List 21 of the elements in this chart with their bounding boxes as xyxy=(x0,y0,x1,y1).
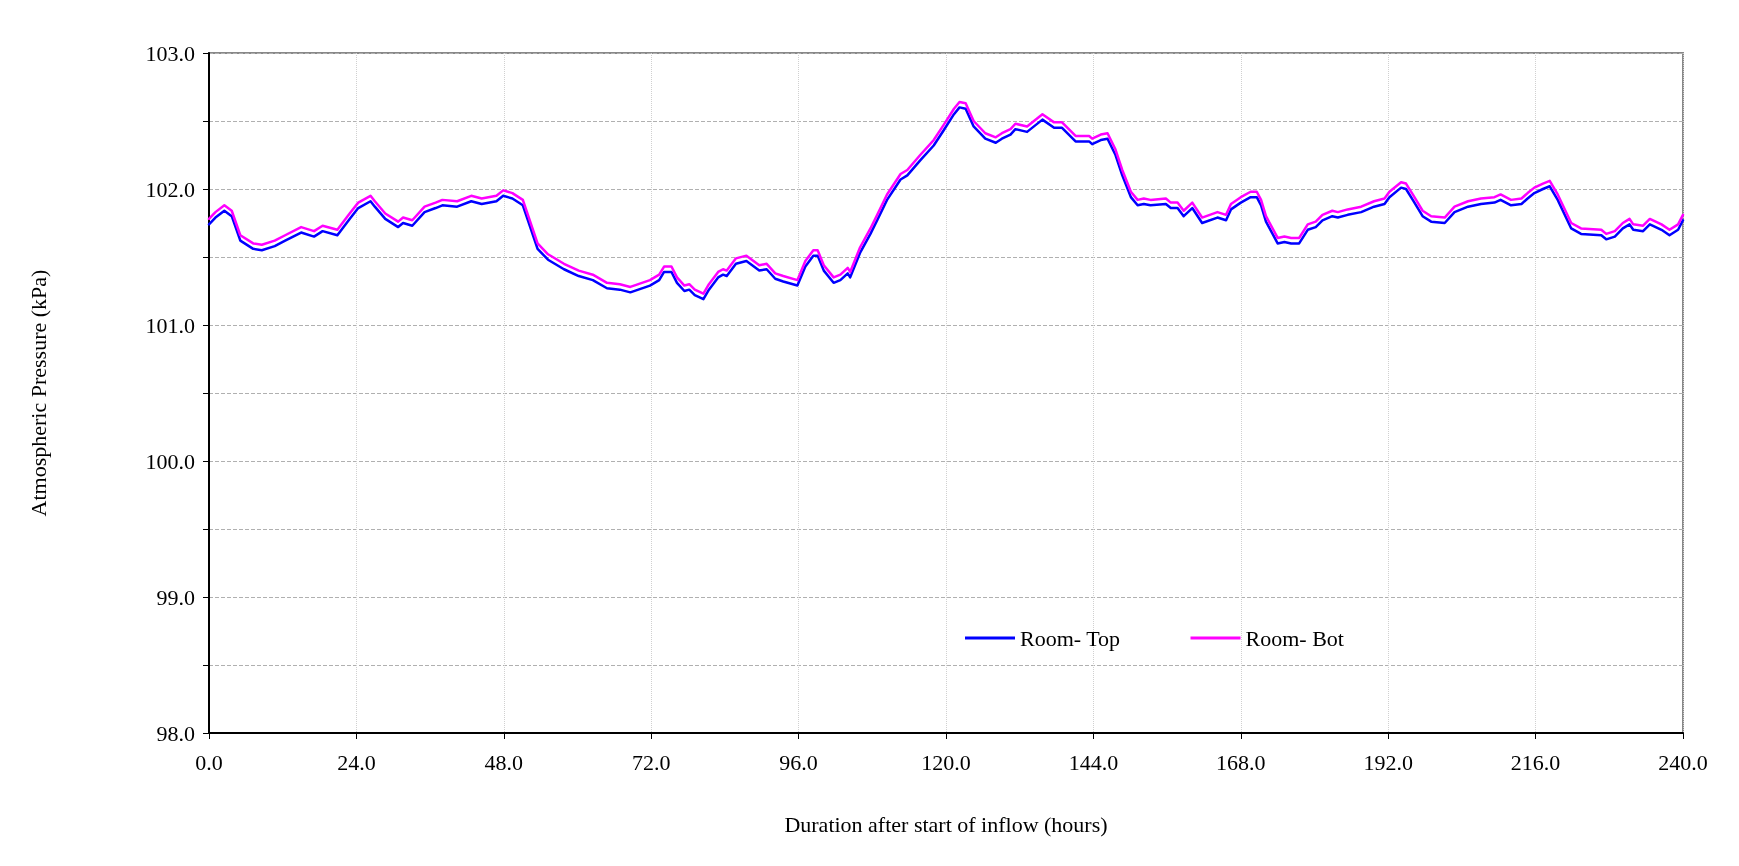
x-tick-label: 144.0 xyxy=(1068,749,1119,775)
y-tick-label: 103.0 xyxy=(145,40,195,66)
x-tick-label: 24.0 xyxy=(337,749,376,775)
x-tick-label: 120.0 xyxy=(921,749,971,775)
legend-label: Room- Top xyxy=(1020,625,1121,651)
y-tick-label: 100.0 xyxy=(145,448,195,474)
x-tick-label: 48.0 xyxy=(484,749,524,775)
y-tick-label: 101.0 xyxy=(145,312,195,338)
x-tick-label: 0.0 xyxy=(195,749,223,775)
x-tick-label: 240.0 xyxy=(1658,749,1708,775)
y-axis-title: Atmospheric Pressure (kPa) xyxy=(25,269,51,517)
y-tick-label: 102.0 xyxy=(145,176,195,202)
x-tick-label: 192.0 xyxy=(1363,749,1413,775)
x-axis-title: Duration after start of inflow (hours) xyxy=(784,811,1108,837)
legend-label: Room- Bot xyxy=(1245,625,1344,651)
y-tick-label: 98.0 xyxy=(156,720,195,746)
x-tick-label: 168.0 xyxy=(1216,749,1266,775)
x-tick-label: 96.0 xyxy=(779,749,818,775)
x-tick-label: 216.0 xyxy=(1510,749,1561,775)
y-tick-label: 99.0 xyxy=(156,584,195,610)
x-tick-label: 72.0 xyxy=(631,749,671,775)
